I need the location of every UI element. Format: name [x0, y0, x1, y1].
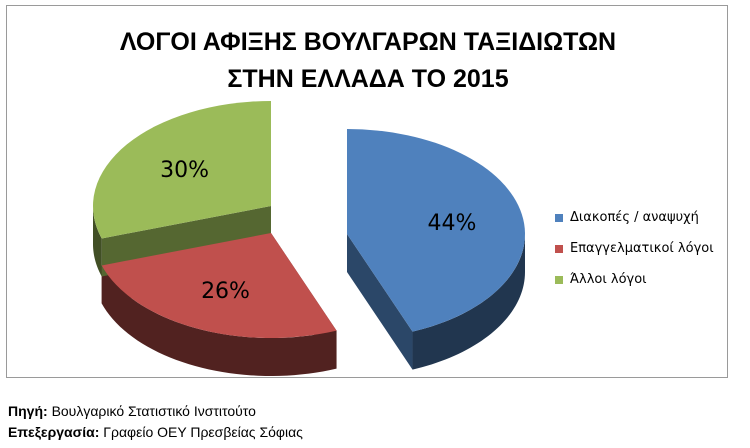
- source-label: Πηγή: [8, 403, 43, 419]
- legend-swatch-business: [555, 244, 563, 253]
- pie-slice-business: [101, 233, 337, 338]
- processing-value: Γραφείο ΟΕΥ Πρεσβείας Σόφιας: [103, 424, 303, 440]
- legend: Διακοπές / αναψυχή Επαγγελματικοί λόγοι …: [555, 202, 714, 295]
- legend-label-business: Επαγγελματικοί λόγοι: [570, 241, 714, 256]
- source-line: Πηγή: Βουλγαρικό Στατιστικό Ινστιτούτο: [8, 403, 256, 419]
- chart-title-line-2: ΣΤΗΝ ΕΛΛΑΔΑ ΤΟ 2015: [227, 65, 509, 93]
- chart-title-line-1: ΛΟΓΟΙ ΑΦΙΞΗΣ ΒΟΥΛΓΑΡΩΝ ΤΑΞΙΔΙΩΤΩΝ: [119, 28, 617, 56]
- legend-item-business: Επαγγελματικοί λόγοι: [555, 233, 714, 264]
- pie-slice-side-vacation-1: [347, 234, 413, 370]
- pie-slice-other: [92, 101, 271, 239]
- pie-label-other: 30%: [160, 158, 209, 183]
- processing-label: Επεξεργασία: [8, 424, 95, 440]
- pie-slice-wall-other: [93, 206, 102, 277]
- legend-swatch-other: [555, 275, 563, 284]
- footer: Πηγή: Βουλγαρικό Στατιστικό Ινστιτούτο Ε…: [8, 401, 303, 443]
- legend-item-vacation: Διακοπές / αναψυχή: [555, 202, 714, 233]
- legend-label-other: Άλλοι λόγοι: [570, 272, 647, 287]
- pie-label-business: 26%: [201, 279, 250, 304]
- pie-slice-vacation: [347, 129, 526, 332]
- chart-frame: ΛΟΓΟΙ ΑΦΙΞΗΣ ΒΟΥΛΓΑΡΩΝ ΤΑΞΙΔΙΩΤΩΝ ΣΤΗΝ Ε…: [6, 5, 728, 378]
- pie-label-vacation: 44%: [427, 211, 476, 236]
- pie-slice-wall-vacation: [412, 234, 525, 370]
- pie-slice-wall-business: [101, 265, 337, 376]
- legend-item-other: Άλλοι λόγοι: [555, 264, 714, 295]
- pie-chart: 44% 26% 30%: [92, 101, 526, 376]
- legend-label-vacation: Διακοπές / αναψυχή: [570, 210, 699, 225]
- legend-swatch-vacation: [555, 213, 563, 222]
- chart-title: ΛΟΓΟΙ ΑΦΙΞΗΣ ΒΟΥΛΓΑΡΩΝ ΤΑΞΙΔΙΩΤΩΝ ΣΤΗΝ Ε…: [7, 24, 729, 98]
- source-value: Βουλγαρικό Στατιστικό Ινστιτούτο: [51, 403, 256, 419]
- processing-line: Επεξεργασία: Γραφείο ΟΕΥ Πρεσβείας Σόφια…: [8, 424, 303, 440]
